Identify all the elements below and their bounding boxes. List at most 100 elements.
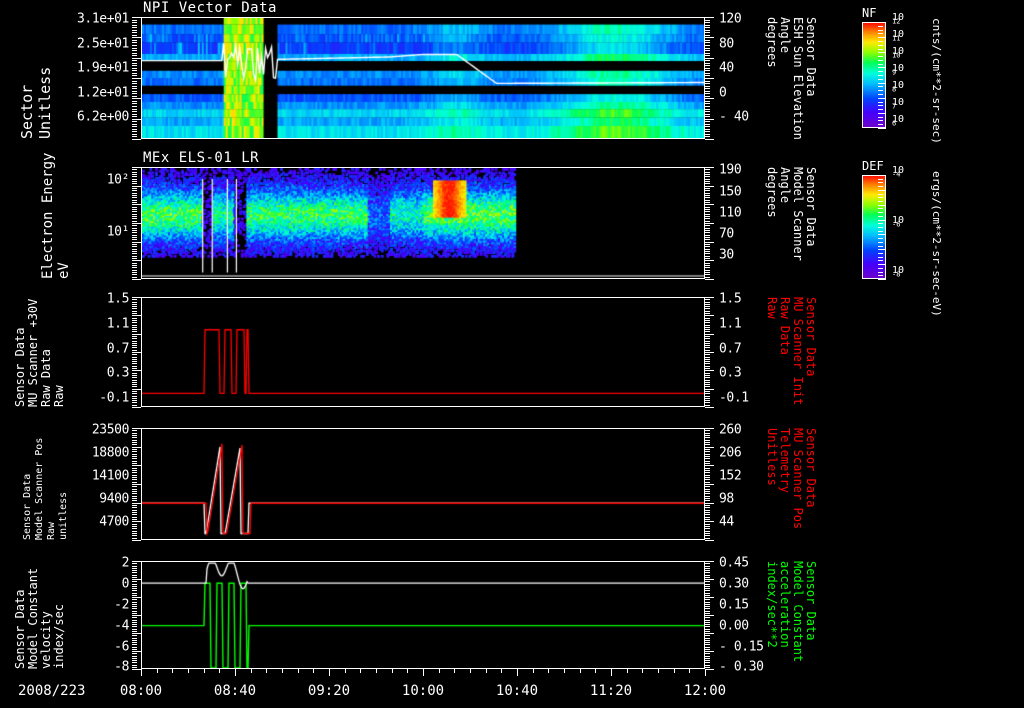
xtick-6: 12:00 [683, 683, 727, 699]
colorbar-units-def: ergs/(cm**2-sr-sec-eV) [930, 171, 943, 317]
yaxis-left-labels-els: 10² 10¹ [0, 167, 130, 279]
ytick-right-npi-2: 40 [719, 60, 734, 76]
xtick-4: 10:40 [495, 683, 539, 699]
plot-canvas-els [142, 168, 704, 278]
ytick-right-npi-4: - 40 [719, 109, 749, 125]
cb-exponent: -4 [892, 170, 901, 179]
colorbar-units-nf: cnts/(cm**2-sr-sec) [930, 18, 943, 144]
ytick-right-els-3: 70 [719, 226, 734, 242]
xtick-3: 10:00 [401, 683, 445, 699]
colorbar-tick-def-2: 10 -8 [892, 265, 904, 283]
plot-canvas-scanpos [142, 429, 704, 539]
plot-canvas-mu30v [142, 298, 704, 406]
ytick-right-npi-1: 80 [719, 36, 734, 52]
yaxis-left-ticks-scanpos [132, 428, 141, 541]
ytick-right-scanpos-4: 44 [719, 514, 734, 530]
cb-exponent: 9 [892, 68, 897, 77]
cb-mantissa: 10 [892, 113, 905, 125]
ytick-left-scanpos-4: 4700 [99, 514, 129, 530]
cb-mantissa: 10 [892, 264, 905, 276]
ytick-left-npi-1: 2.5e+01 [77, 36, 129, 52]
yaxis-right-ticks-velocity [705, 561, 714, 670]
yaxis-left-labels-npi: 3.1e+01 2.5e+01 1.9e+01 1.2e+01 6.2e+00 [0, 12, 129, 139]
ytick-right-npi-3: 0 [719, 85, 727, 101]
cb-mantissa: 10 [892, 28, 905, 40]
yaxis-right-ticks-els [705, 167, 714, 280]
ytick-right-velocity-4: - 0.15 [719, 639, 764, 655]
colorbar-tick-def-1: 10 -6 [892, 215, 904, 233]
ytick-left-velocity-3: -4 [114, 618, 129, 634]
colorbar-tick-nf-0: 10 12 [892, 12, 904, 30]
cb-mantissa: 10 [892, 79, 905, 91]
ytick-left-els-0: 10² [106, 172, 130, 188]
colorbar-ticks-nf [878, 22, 887, 129]
cb-mantissa: 10 [892, 164, 905, 176]
cb-mantissa: 10 [892, 62, 905, 74]
ytick-right-mu30v-4: -0.1 [719, 390, 749, 406]
ytick-left-mu30v-4: -0.1 [99, 390, 129, 406]
ytick-left-mu30v-0: 1.5 [106, 291, 130, 307]
ytick-left-npi-3: 1.2e+01 [77, 85, 129, 101]
ytick-right-mu30v-2: 0.7 [719, 341, 742, 357]
ytick-left-velocity-2: -2 [114, 597, 129, 613]
colorbar-tick-nf-2: 10 10 [892, 46, 904, 64]
cb-exponent: 12 [892, 17, 901, 26]
ytick-left-mu30v-1: 1.1 [106, 316, 130, 332]
colorbar-tick-nf-1: 10 11 [892, 29, 904, 47]
panel-left-title-els: Electron Energy eV [40, 152, 72, 279]
cb-mantissa: 10 [892, 214, 905, 226]
colorbar-tick-def-0: 10 -4 [892, 165, 904, 183]
panel-right-title-mu30v: Sensor Data MU Scanner Init Raw Data Raw [765, 297, 818, 406]
ytick-right-scanpos-3: 98 [719, 491, 734, 507]
ytick-right-mu30v-3: 0.3 [719, 365, 742, 381]
yaxis-left-labels-velocity: 2 0 -2 -4 -6 -8 [0, 556, 129, 675]
xtick-2: 09:20 [307, 683, 351, 699]
plot-area-velocity [141, 561, 705, 669]
yaxis-left-ticks-velocity [132, 561, 141, 670]
xaxis-ticks [141, 669, 706, 676]
ytick-right-mu30v-0: 1.5 [719, 291, 742, 307]
xtick-1: 08:40 [213, 683, 257, 699]
cb-exponent: 10 [892, 51, 901, 60]
ytick-left-npi-2: 1.9e+01 [77, 60, 129, 76]
yaxis-left-ticks-npi [132, 17, 141, 140]
colorbar-tick-nf-6: 10 6 [892, 114, 904, 132]
ytick-right-scanpos-2: 152 [719, 468, 742, 484]
panel-left-title-scanpos: Sensor Data Model Scanner Pos Raw unitle… [22, 437, 69, 540]
cb-exponent: 7 [892, 102, 897, 111]
ytick-right-velocity-5: - 0.30 [719, 659, 764, 675]
yaxis-left-labels-scanpos: 23500 18800 14100 9400 4700 [0, 423, 130, 540]
panel-title-npi: NPI Vector Data [143, 0, 277, 16]
ytick-right-velocity-3: 0.00 [719, 618, 749, 634]
cb-exponent: 11 [892, 34, 901, 43]
ytick-right-els-0: 190 [719, 162, 742, 178]
ytick-left-velocity-0: 2 [121, 555, 130, 571]
cb-exponent: -8 [892, 270, 901, 279]
ytick-left-els-1: 10¹ [106, 224, 130, 240]
colorbar-tick-nf-4: 10 8 [892, 80, 904, 98]
date-label: 2008/223 [18, 683, 86, 699]
ytick-right-velocity-1: 0.30 [719, 576, 749, 592]
ytick-left-npi-4: 6.2e+00 [77, 109, 129, 125]
yaxis-right-ticks-scanpos [705, 428, 714, 541]
yaxis-right-ticks-npi [705, 17, 714, 140]
yaxis-left-labels-mu30v: 1.5 1.1 0.7 0.3 -0.1 [0, 292, 130, 407]
plot-area-mu30v [141, 297, 705, 407]
colorbar-title-nf: NF [862, 6, 877, 20]
ytick-left-npi-0: 3.1e+01 [77, 11, 129, 27]
yaxis-left-ticks-mu30v [132, 297, 141, 408]
plot-area-els [141, 167, 705, 279]
plot-area-npi [141, 17, 705, 139]
plot-area-scanpos [141, 428, 705, 540]
panel-left-title-npi: Sector Unitless [18, 66, 54, 139]
yaxis-left-ticks-els [132, 167, 141, 280]
yaxis-right-ticks-mu30v [705, 297, 714, 408]
cb-exponent: 6 [892, 119, 897, 128]
ytick-right-velocity-0: 0.45 [719, 555, 749, 571]
cb-exponent: 8 [892, 85, 897, 94]
plot-canvas-velocity [142, 562, 704, 668]
ytick-right-els-4: 30 [719, 247, 734, 263]
colorbar-tick-nf-3: 10 9 [892, 63, 904, 81]
ytick-right-velocity-2: 0.15 [719, 597, 749, 613]
